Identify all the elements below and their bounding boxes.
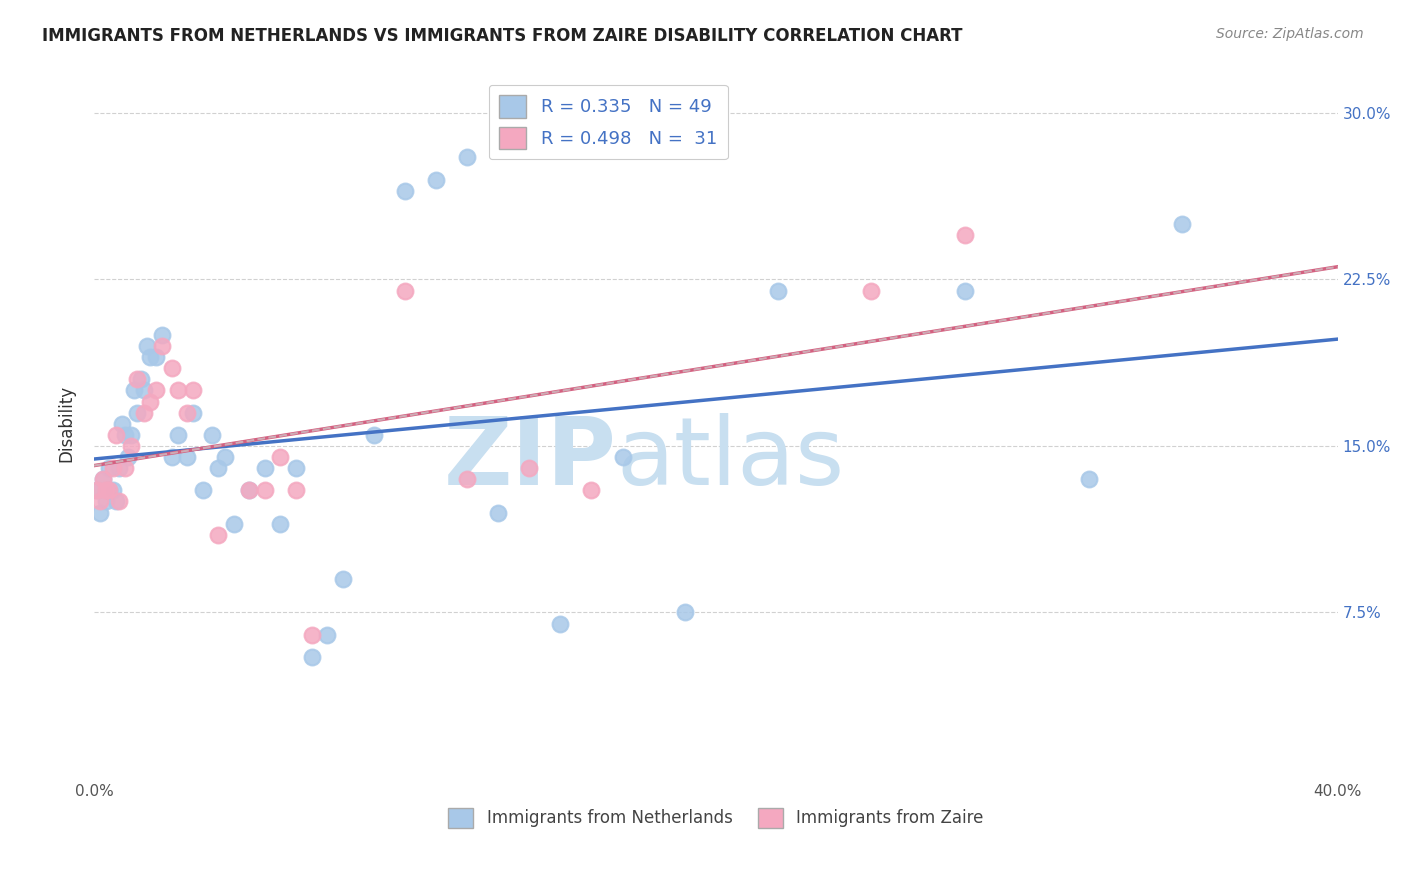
Point — [120, 439, 142, 453]
Point — [120, 427, 142, 442]
Point — [98, 483, 121, 498]
Point — [114, 461, 136, 475]
Point — [1077, 472, 1099, 486]
Point — [201, 427, 224, 442]
Point — [394, 284, 416, 298]
Point — [167, 427, 190, 442]
Point — [89, 506, 111, 520]
Point — [145, 384, 167, 398]
Point — [96, 494, 118, 508]
Point — [183, 384, 205, 398]
Point — [425, 172, 447, 186]
Point — [953, 284, 976, 298]
Point — [139, 394, 162, 409]
Point — [107, 461, 129, 475]
Point — [363, 427, 385, 442]
Point — [104, 494, 127, 508]
Point — [860, 284, 883, 298]
Point — [238, 483, 260, 498]
Point — [96, 483, 118, 498]
Point — [98, 461, 121, 475]
Point — [139, 350, 162, 364]
Point — [581, 483, 603, 498]
Point — [673, 606, 696, 620]
Point — [160, 361, 183, 376]
Point — [486, 506, 509, 520]
Point — [285, 483, 308, 498]
Point — [301, 627, 323, 641]
Point — [104, 427, 127, 442]
Point — [176, 406, 198, 420]
Point — [98, 483, 121, 498]
Legend: Immigrants from Netherlands, Immigrants from Zaire: Immigrants from Netherlands, Immigrants … — [441, 801, 990, 835]
Point — [269, 516, 291, 531]
Point — [124, 384, 146, 398]
Point — [86, 483, 108, 498]
Point — [129, 372, 152, 386]
Point — [127, 372, 149, 386]
Point — [176, 450, 198, 464]
Point — [160, 450, 183, 464]
Point — [269, 450, 291, 464]
Point — [456, 472, 478, 486]
Point — [253, 483, 276, 498]
Point — [316, 627, 339, 641]
Point — [183, 406, 205, 420]
Point — [91, 472, 114, 486]
Point — [253, 461, 276, 475]
Point — [222, 516, 245, 531]
Point — [150, 339, 173, 353]
Text: atlas: atlas — [616, 413, 845, 505]
Point — [167, 384, 190, 398]
Text: Source: ZipAtlas.com: Source: ZipAtlas.com — [1216, 27, 1364, 41]
Point — [517, 461, 540, 475]
Point — [101, 483, 124, 498]
Point — [145, 350, 167, 364]
Point — [135, 339, 157, 353]
Point — [285, 461, 308, 475]
Point — [207, 527, 229, 541]
Point — [207, 461, 229, 475]
Point — [953, 227, 976, 242]
Text: ZIP: ZIP — [443, 413, 616, 505]
Point — [1171, 217, 1194, 231]
Point — [114, 427, 136, 442]
Y-axis label: Disability: Disability — [58, 385, 75, 462]
Text: IMMIGRANTS FROM NETHERLANDS VS IMMIGRANTS FROM ZAIRE DISABILITY CORRELATION CHAR: IMMIGRANTS FROM NETHERLANDS VS IMMIGRANT… — [42, 27, 963, 45]
Point — [612, 450, 634, 464]
Point — [550, 616, 572, 631]
Point — [117, 450, 139, 464]
Point — [132, 406, 155, 420]
Point — [127, 406, 149, 420]
Point — [191, 483, 214, 498]
Point — [394, 184, 416, 198]
Point — [101, 461, 124, 475]
Point — [332, 572, 354, 586]
Point — [89, 494, 111, 508]
Point — [86, 483, 108, 498]
Point — [150, 327, 173, 342]
Point — [111, 417, 134, 431]
Point — [107, 494, 129, 508]
Point — [301, 649, 323, 664]
Point — [214, 450, 236, 464]
Point — [91, 472, 114, 486]
Point — [766, 284, 789, 298]
Point — [132, 384, 155, 398]
Point — [456, 150, 478, 164]
Point — [238, 483, 260, 498]
